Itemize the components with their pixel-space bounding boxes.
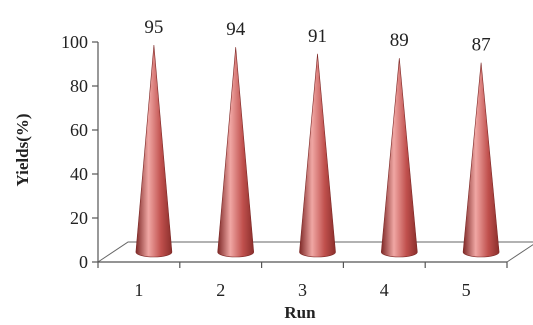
x-tick-label: 5 bbox=[462, 280, 471, 300]
y-tick-label: 0 bbox=[79, 252, 88, 272]
y-tick-label: 40 bbox=[70, 164, 88, 184]
y-tick-label: 60 bbox=[70, 120, 88, 140]
y-axis: 0 20 40 60 80 100 bbox=[61, 32, 99, 272]
y-tick-label: 80 bbox=[70, 76, 88, 96]
y-tick-label: 20 bbox=[70, 208, 88, 228]
data-labels: 95 94 91 89 87 bbox=[144, 17, 490, 56]
y-tick-label: 100 bbox=[61, 32, 88, 52]
data-label-run-2: 94 bbox=[226, 19, 246, 40]
data-label-run-5: 87 bbox=[472, 35, 491, 56]
x-axis: 1 2 3 4 5 bbox=[97, 261, 508, 300]
data-label-run-4: 89 bbox=[390, 30, 409, 51]
x-tick-label: 3 bbox=[298, 280, 307, 300]
bar-run-1 bbox=[135, 44, 173, 258]
bar-run-2 bbox=[217, 47, 255, 258]
bar-run-4 bbox=[380, 58, 418, 258]
x-tick-label: 1 bbox=[134, 280, 143, 300]
data-label-run-1: 95 bbox=[144, 17, 163, 38]
bar-run-3 bbox=[299, 53, 336, 258]
bar-run-5 bbox=[462, 62, 500, 258]
x-tick-label: 2 bbox=[216, 280, 225, 300]
data-label-run-3: 91 bbox=[308, 26, 327, 47]
x-tick-label: 4 bbox=[380, 280, 389, 300]
bars bbox=[135, 44, 500, 258]
x-axis-title: Run bbox=[284, 303, 316, 322]
y-axis-title: Yields(%) bbox=[13, 113, 32, 186]
